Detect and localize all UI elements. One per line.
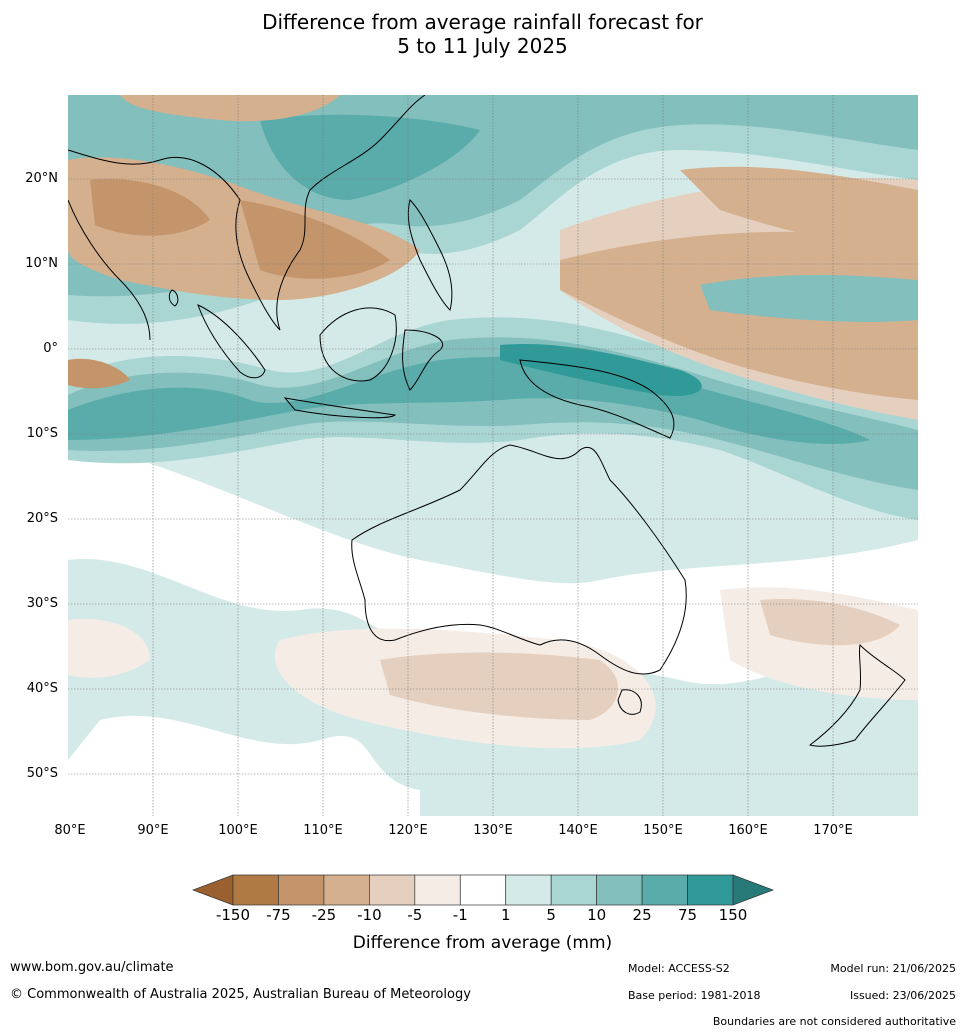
colorbar-segment	[323, 874, 370, 906]
colorbar-tick-label: -25	[311, 906, 337, 924]
sri-lanka-outline	[168, 289, 179, 307]
footer-disclaimer: Boundaries are not considered authoritat…	[712, 1015, 956, 1028]
colorbar-tick-label: 25	[632, 906, 652, 924]
lat-label-50s: 50°S	[26, 766, 58, 781]
colorbar-segment	[278, 874, 325, 906]
lon-label-140e: 140°E	[558, 823, 598, 838]
sulawesi-outline	[402, 329, 443, 391]
tasmania-outline	[617, 689, 642, 715]
footer-model: Model: ACCESS-S2	[628, 962, 730, 975]
colorbar-segment	[550, 874, 597, 906]
title-line-1: Difference from average rainfall forecas…	[262, 10, 703, 34]
lat-label-10n: 10°N	[25, 256, 58, 271]
colorbar-tick-label: 1	[500, 906, 511, 924]
colorbar-tick-label: -10	[357, 906, 382, 924]
colorbar-tick-label: 5	[546, 906, 556, 924]
colorbar-tick-label: 75	[677, 906, 698, 924]
colorbar-extend-high	[732, 874, 774, 906]
colorbar-segment	[505, 874, 552, 906]
footer-website: www.bom.gov.au/climate	[10, 960, 174, 975]
australia-outline	[351, 444, 687, 675]
borneo-outline	[319, 307, 397, 382]
new-zealand-outline	[808, 643, 906, 747]
footer-issued: Issued: 23/06/2025	[849, 989, 956, 1002]
lon-label-170e: 170°E	[813, 823, 853, 838]
lon-label-80e: 80°E	[54, 823, 86, 838]
asia-mainland-outline	[68, 95, 426, 331]
lon-label-120e: 120°E	[388, 823, 428, 838]
philippines-outline	[407, 199, 453, 311]
title-line-2: 5 to 11 July 2025	[397, 34, 568, 58]
colorbar-tick-label: -5	[407, 906, 423, 924]
lat-label-0: 0°	[43, 341, 58, 356]
colorbar-tick-label: 150	[718, 906, 748, 924]
colorbar-segment	[687, 874, 734, 906]
colorbar-tick-label: -75	[266, 906, 291, 924]
sumatra-outline	[197, 304, 266, 379]
colorbar-extend-low	[192, 874, 234, 906]
colorbar-tick-label: -150	[215, 906, 251, 924]
lat-label-10s: 10°S	[26, 426, 58, 441]
footer-model-run: Model run: 21/06/2025	[830, 962, 956, 975]
new-guinea-outline	[519, 359, 675, 439]
colorbar-segment	[369, 874, 416, 906]
india-outline	[68, 199, 151, 341]
colorbar-segment	[641, 874, 688, 906]
lat-label-20s: 20°S	[26, 511, 58, 526]
colorbar	[192, 874, 774, 906]
colorbar-tick-label: -1	[452, 906, 468, 924]
java-outline	[283, 397, 397, 419]
lat-label-30s: 30°S	[26, 596, 58, 611]
colorbar-segment	[232, 874, 279, 906]
lon-label-160e: 160°E	[728, 823, 768, 838]
footer-copyright: © Commonwealth of Australia 2025, Austra…	[10, 987, 471, 1002]
colorbar-title: Difference from average (mm)	[352, 933, 613, 953]
colorbar-segment	[596, 874, 643, 906]
lat-label-40s: 40°S	[26, 681, 58, 696]
lon-label-150e: 150°E	[643, 823, 683, 838]
lat-label-20n: 20°N	[25, 171, 58, 186]
map-title: Difference from average rainfall forecas…	[0, 10, 965, 58]
lon-label-110e: 110°E	[303, 823, 343, 838]
graticule	[68, 95, 918, 816]
lon-label-90e: 90°E	[137, 823, 169, 838]
colorbar-segment	[414, 874, 461, 906]
colorbar-tick-label: 10	[587, 906, 607, 924]
lon-label-100e: 100°E	[218, 823, 258, 838]
colorbar-segment	[459, 874, 507, 906]
footer-base-period: Base period: 1981-2018	[628, 989, 761, 1002]
lon-label-130e: 130°E	[473, 823, 513, 838]
land-outlines	[68, 95, 906, 747]
